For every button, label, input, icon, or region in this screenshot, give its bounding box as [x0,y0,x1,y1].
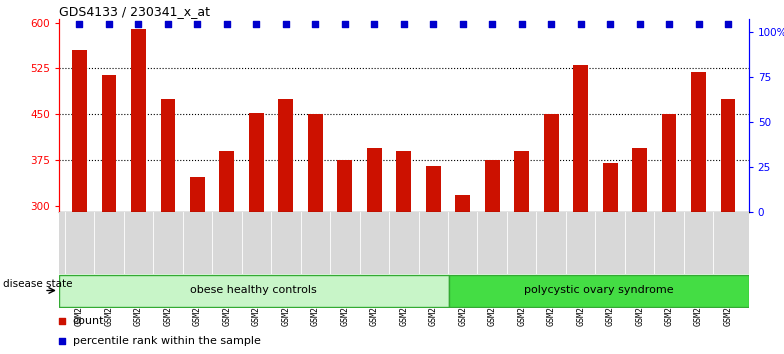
Bar [632,148,647,212]
Point [368,22,380,27]
Point [486,22,499,27]
Bar [102,75,116,212]
Point [191,22,204,27]
Point [397,22,410,27]
Bar [603,164,618,212]
Bar [456,195,470,212]
Point [132,22,145,27]
Point [722,22,735,27]
Point [73,22,85,27]
Point [220,22,233,27]
Point [575,22,587,27]
Bar [691,72,706,212]
Point [633,22,646,27]
Text: GDS4133 / 230341_x_at: GDS4133 / 230341_x_at [59,5,210,18]
Bar [190,177,205,212]
Bar [397,151,411,212]
Point [427,22,440,27]
Point [56,318,68,324]
Bar [161,99,176,212]
Point [103,22,115,27]
Point [309,22,321,27]
Bar [720,99,735,212]
Point [456,22,469,27]
Text: obese healthy controls: obese healthy controls [191,285,318,296]
Text: polycystic ovary syndrome: polycystic ovary syndrome [524,285,673,296]
Point [250,22,263,27]
Bar [573,65,588,212]
Bar [308,114,323,212]
Text: disease state: disease state [3,279,72,290]
Point [56,338,68,344]
Bar [131,29,146,212]
Text: count: count [73,316,104,326]
Bar [249,113,263,212]
Bar [220,151,234,212]
Bar [514,151,529,212]
Bar [662,114,677,212]
Bar [426,166,441,212]
Point [339,22,351,27]
Text: percentile rank within the sample: percentile rank within the sample [73,336,260,346]
Point [515,22,528,27]
Bar [544,114,558,212]
Point [604,22,616,27]
Point [280,22,292,27]
Point [162,22,174,27]
Point [662,22,675,27]
Bar [278,99,293,212]
Bar [367,148,382,212]
Bar [448,275,749,307]
Bar [485,160,499,212]
Bar [59,275,448,307]
Bar [337,160,352,212]
Bar [72,50,87,212]
Point [692,22,705,27]
Point [545,22,557,27]
